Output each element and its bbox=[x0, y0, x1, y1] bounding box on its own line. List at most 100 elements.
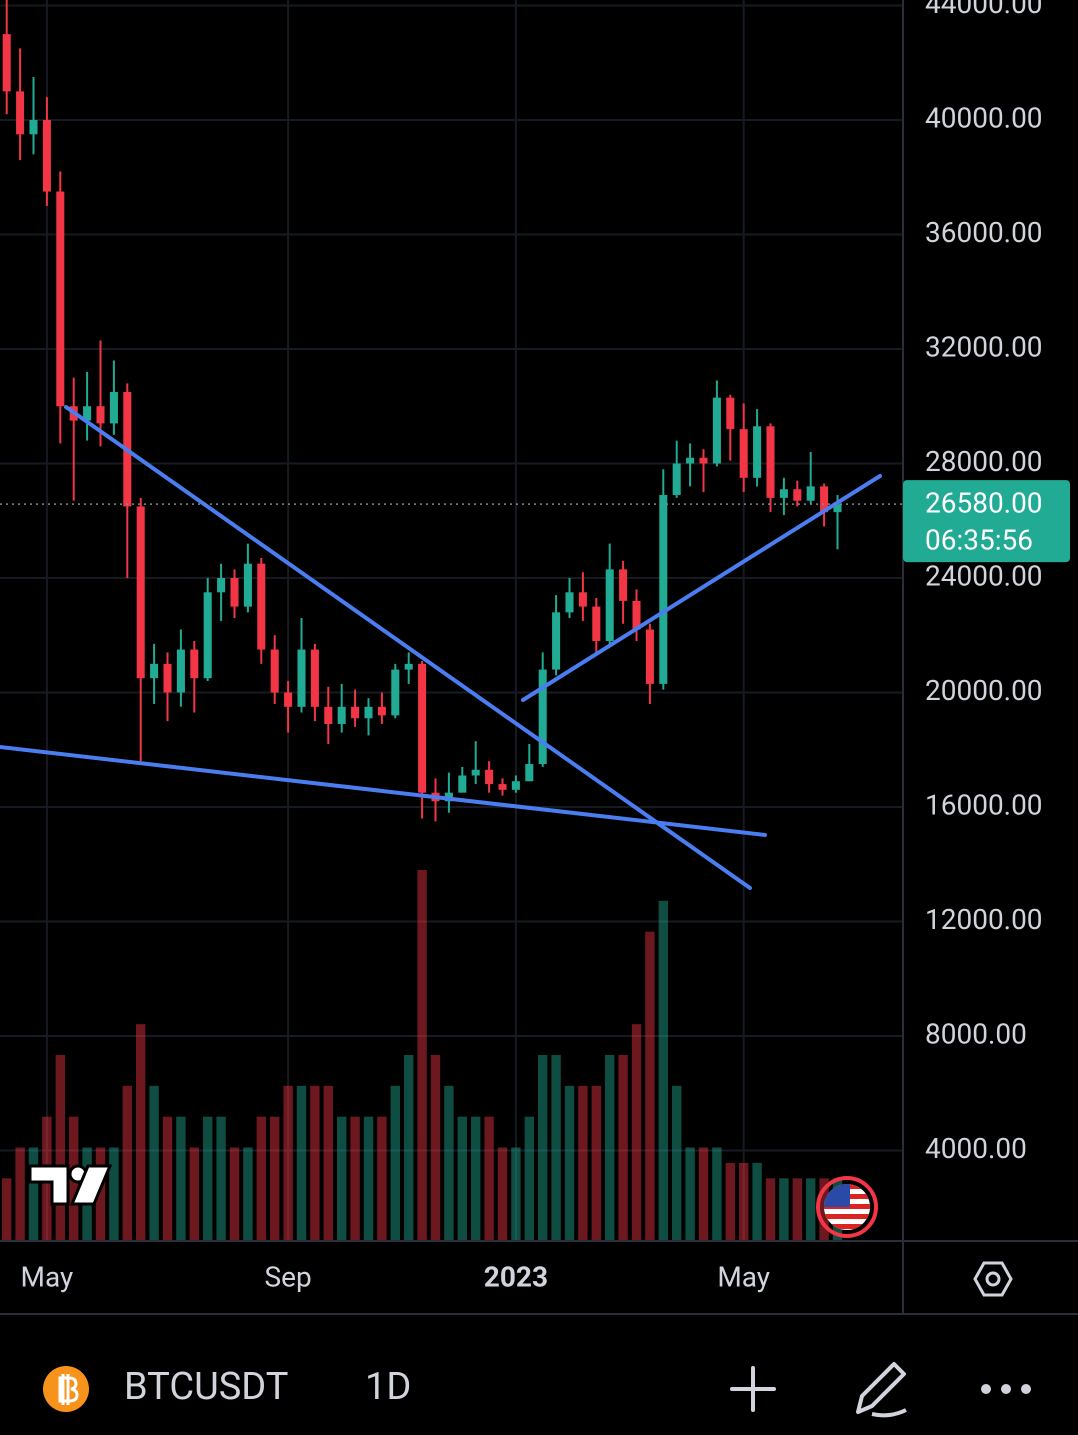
candle-body bbox=[793, 489, 802, 501]
volume-bar bbox=[658, 900, 668, 1240]
volume-bar bbox=[685, 1147, 695, 1240]
y-tick-label: 24000.00 bbox=[925, 559, 1043, 592]
candle-body bbox=[753, 426, 762, 478]
volume-bar bbox=[270, 1116, 280, 1240]
volume-bar bbox=[457, 1116, 467, 1240]
candle-body bbox=[485, 769, 494, 785]
y-tick-label: 44000.00 bbox=[925, 0, 1043, 20]
y-tick-label: 32000.00 bbox=[925, 330, 1043, 363]
volume-bar bbox=[136, 1024, 146, 1240]
x-tick-label: 2023 bbox=[484, 1260, 548, 1293]
candle-body bbox=[672, 463, 681, 495]
candle-body bbox=[351, 706, 360, 719]
candle-body bbox=[766, 426, 775, 498]
x-tick-label: Sep bbox=[264, 1260, 311, 1293]
volume-bar bbox=[484, 1116, 494, 1240]
volume-bar bbox=[15, 1147, 25, 1240]
y-tick-label: 12000.00 bbox=[925, 903, 1043, 936]
add-icon[interactable] bbox=[730, 1366, 776, 1412]
candle-body bbox=[16, 91, 25, 135]
volume-bar bbox=[229, 1147, 240, 1240]
volume-bar bbox=[363, 1116, 374, 1240]
candle-body bbox=[739, 429, 748, 478]
volume-bar bbox=[337, 1116, 347, 1240]
volume-bar bbox=[122, 1085, 132, 1240]
candle-body bbox=[324, 706, 333, 724]
volume-bar bbox=[203, 1116, 213, 1240]
candle-body bbox=[257, 563, 266, 650]
candle-body bbox=[779, 489, 788, 498]
volume-bar bbox=[752, 1162, 762, 1240]
candle-body bbox=[56, 191, 65, 407]
y-tick-label: 20000.00 bbox=[925, 674, 1043, 707]
candle-body bbox=[364, 706, 373, 719]
volume-bar bbox=[792, 1178, 802, 1240]
flag-icon[interactable] bbox=[816, 1176, 878, 1238]
candle-body bbox=[284, 692, 293, 707]
trend-lines bbox=[0, 405, 882, 890]
candle-body bbox=[243, 563, 252, 607]
candle-body bbox=[163, 663, 172, 693]
candle-body bbox=[511, 781, 520, 790]
volume-bar bbox=[806, 1178, 816, 1240]
candle-body bbox=[820, 486, 829, 513]
volume-bar bbox=[283, 1085, 293, 1240]
coin-icon bbox=[43, 1366, 89, 1412]
volume-bar bbox=[497, 1147, 508, 1240]
volume-bar bbox=[444, 1085, 454, 1240]
settings-icon[interactable] bbox=[973, 1261, 1013, 1297]
candle-body bbox=[712, 397, 721, 464]
volume-bar bbox=[176, 1116, 186, 1240]
volume-bar bbox=[819, 1178, 829, 1240]
trend-line bbox=[64, 405, 752, 890]
candle-body bbox=[418, 663, 427, 793]
candle-body bbox=[150, 663, 159, 679]
candle-body bbox=[806, 486, 815, 501]
volume-bar bbox=[739, 1162, 749, 1240]
volume-bar bbox=[698, 1147, 709, 1240]
candle-body bbox=[632, 600, 641, 630]
volume-bar bbox=[256, 1116, 266, 1240]
y-tick-label: 28000.00 bbox=[925, 445, 1043, 478]
candle-body bbox=[297, 649, 306, 707]
volume-bar bbox=[430, 1055, 441, 1240]
x-tick-label: May bbox=[717, 1260, 770, 1293]
candle-body bbox=[605, 569, 614, 641]
volume-bar bbox=[216, 1116, 226, 1240]
price-tag-countdown: 06:35:56 bbox=[925, 524, 1033, 557]
candle-body bbox=[190, 649, 199, 679]
volume-bar bbox=[377, 1116, 387, 1240]
volume-bar bbox=[189, 1147, 199, 1240]
volume-bar bbox=[511, 1147, 521, 1240]
volume-bar bbox=[350, 1116, 360, 1240]
grid bbox=[0, 0, 903, 1240]
interval[interactable]: 1D bbox=[365, 1365, 411, 1409]
trend-line bbox=[521, 474, 882, 702]
axes: 4000.00 8000.00 12000.00 16000.00 20000.00 24… bbox=[0, 0, 1070, 1293]
candle-body bbox=[498, 784, 507, 790]
y-tick-label: 36000.00 bbox=[925, 216, 1043, 249]
candle-body bbox=[565, 592, 574, 613]
y-tick-label: 8000.00 bbox=[925, 1017, 1027, 1050]
volume-bar bbox=[578, 1085, 588, 1240]
volume-bar bbox=[765, 1178, 776, 1240]
volume-bar bbox=[605, 1055, 615, 1240]
candle-body bbox=[471, 769, 480, 776]
candle-body bbox=[29, 119, 38, 135]
volume-bar bbox=[390, 1085, 400, 1240]
volume-bar bbox=[109, 1147, 119, 1240]
volume-bar bbox=[404, 1055, 414, 1240]
candle-body bbox=[230, 577, 239, 607]
volume-bar bbox=[296, 1085, 307, 1240]
symbol[interactable]: BTCUSDT bbox=[124, 1365, 288, 1409]
more-icon[interactable] bbox=[981, 1384, 1031, 1394]
volume-bar bbox=[645, 931, 655, 1240]
draw-icon[interactable] bbox=[856, 1362, 907, 1418]
volume-bar bbox=[712, 1147, 722, 1240]
volume-bar bbox=[243, 1147, 253, 1240]
candle-body bbox=[96, 406, 105, 424]
candle-body bbox=[83, 406, 92, 421]
candle-body bbox=[136, 506, 145, 679]
volume-bar bbox=[551, 1055, 561, 1240]
